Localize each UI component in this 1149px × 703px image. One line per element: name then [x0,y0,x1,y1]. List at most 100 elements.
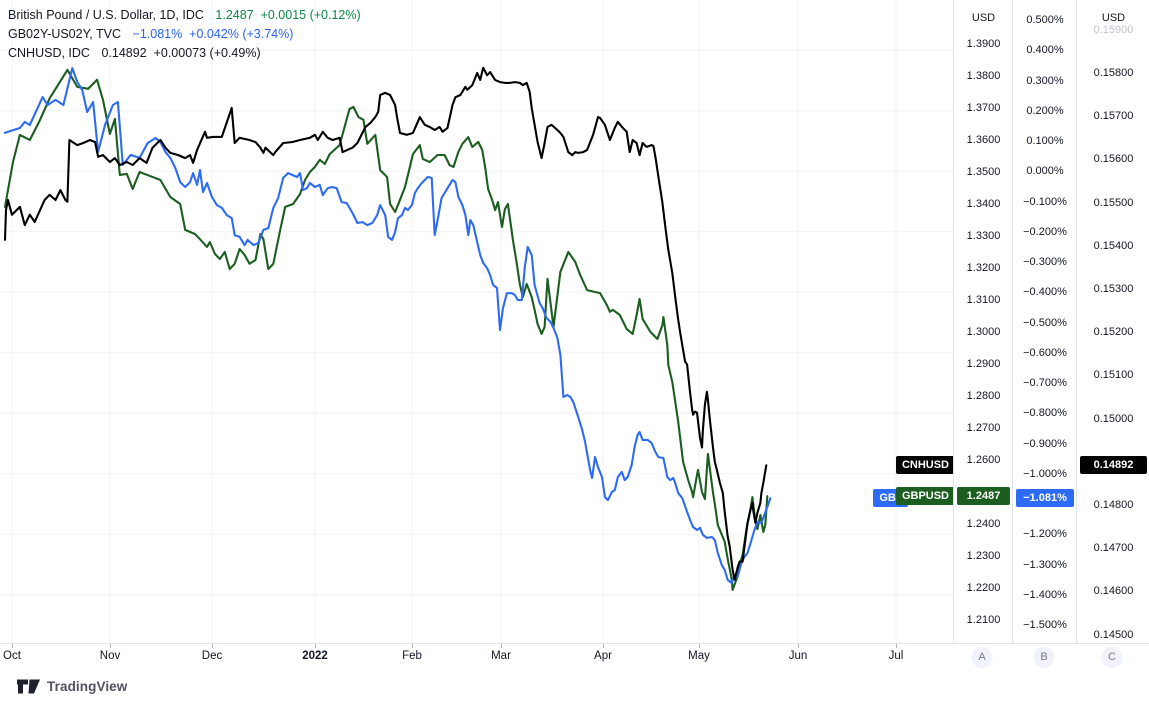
price-tick: 1.2800 [966,390,1001,402]
time-label-feb: Feb [402,650,422,662]
series-label-pill-gbpusd: GBPUSD [895,487,953,505]
price-tick: 1.3400 [966,198,1001,210]
time-label-nov: Nov [99,650,121,662]
last-price-label: 0.14892 [1080,456,1147,474]
price-tick: 0.15500 [1093,197,1134,209]
price-tick: 1.3800 [966,70,1001,82]
time-tick-mark [315,644,316,648]
price-tick: 1.3200 [966,262,1001,274]
legend-symbol-title: GB02Y-US02Y, TVC [8,27,122,41]
price-tick: 0.14800 [1093,499,1134,511]
price-tick: 0.15200 [1093,326,1134,338]
price-scale-a[interactable]: USD 1.3900 1.3800 1.3700 1.3600 1.3500 1.3400… [953,0,1013,643]
price-tick: 1.3100 [966,294,1001,306]
price-tick: 0.15800 [1093,67,1134,79]
price-scale-a-currency-label: USD [971,12,996,24]
time-tick-mark [896,644,897,648]
chart-legend: British Pound / U.S. Dollar, 1D, IDC 1.2… [8,6,361,63]
chart-canvas [0,0,953,643]
scale-button-b[interactable]: B [1033,647,1055,668]
price-tick: 0.500% [1026,14,1064,26]
price-tick: −0.300% [1023,256,1067,268]
price-scale-c-currency-label: USD [1101,12,1126,24]
time-tick-mark [603,644,604,648]
time-label-dec: Dec [201,650,223,662]
time-label-mar: Mar [491,650,511,662]
series-line-gb02y-us02y[interactable] [3,67,772,585]
time-tick-mark [699,644,700,648]
price-tick: 1.2200 [966,582,1001,594]
tradingview-logo[interactable]: TradingView [17,679,127,694]
time-label-oct: Oct [3,650,21,662]
price-tick: −1.500% [1023,619,1067,631]
time-tick-mark [12,644,13,648]
tradingview-logo-text: TradingView [47,679,128,694]
price-tick: 1.2100 [966,614,1001,626]
price-tick: 1.3300 [966,230,1001,242]
price-tick: 1.2700 [966,422,1001,434]
series-line-cnhusd[interactable] [3,66,768,581]
price-tick: −0.200% [1023,226,1067,238]
series-label-pill-cnhusd: CNHUSD [895,456,953,474]
series-line-gbpusd[interactable] [3,68,769,591]
scale-button-a[interactable]: A [971,647,993,668]
time-tick-mark [110,644,111,648]
legend-row-gb02y-us02y[interactable]: GB02Y-US02Y, TVC −1.081% +0.042% (+3.74%… [8,25,361,44]
price-tick: −0.700% [1023,377,1067,389]
time-label-2022: 2022 [302,650,328,662]
legend-row-cnhusd[interactable]: CNHUSD, IDC 0.14892 +0.00073 (+0.49%) [8,44,361,63]
price-tick-faded: 0.15900 [1093,24,1134,36]
price-tick: 0.14500 [1093,629,1134,641]
legend-values: 0.14892 +0.00073 (+0.49%) [101,46,261,60]
price-tick: 1.2400 [966,518,1001,530]
time-tick-mark [798,644,799,648]
price-tick: 0.15400 [1093,240,1134,252]
price-tick: 0.15700 [1093,110,1134,122]
time-axis[interactable]: Oct Nov Dec 2022 Feb Mar Apr May Jun Jul A B C [0,643,1149,672]
price-tick: −1.300% [1023,559,1067,571]
legend-values: −1.081% +0.042% (+3.74%) [132,27,294,41]
price-tick: 0.15300 [1093,283,1134,295]
legend-values: 1.2487 +0.0015 (+0.12%) [215,8,361,22]
legend-symbol-title: British Pound / U.S. Dollar, 1D, IDC [8,8,204,22]
price-scale-b[interactable]: 0.500% 0.400% 0.300% 0.200% 0.100% 0.000% −0.1… [1012,0,1077,643]
price-tick: −1.000% [1023,468,1067,480]
price-tick: −0.600% [1023,347,1067,359]
price-tick: −0.900% [1023,438,1067,450]
price-tick: −0.100% [1023,196,1067,208]
time-label-jun: Jun [788,650,808,662]
price-tick: 1.3900 [966,38,1001,50]
time-label-apr: Apr [594,650,612,662]
price-tick: 1.3600 [966,134,1001,146]
price-tick: −1.200% [1023,528,1067,540]
price-tick: 1.3000 [966,326,1001,338]
chart-plot-area[interactable]: British Pound / U.S. Dollar, 1D, IDC 1.2… [0,0,953,643]
price-tick: 0.300% [1026,75,1064,87]
price-tick: 1.3700 [966,102,1001,114]
scale-button-c[interactable]: C [1101,647,1123,668]
price-tick: 0.15600 [1093,153,1134,165]
price-tick: 0.15100 [1093,369,1134,381]
last-price-label: −1.081% [1016,489,1074,507]
price-tick: −0.400% [1023,286,1067,298]
price-tick: −0.800% [1023,407,1067,419]
legend-symbol-title: CNHUSD, IDC [8,46,90,60]
price-tick: 1.2900 [966,358,1001,370]
price-tick: 0.400% [1026,44,1064,56]
price-tick: 1.2600 [966,454,1001,466]
time-tick-mark [501,644,502,648]
price-tick: −0.500% [1023,317,1067,329]
footer: TradingView [0,671,1149,703]
legend-row-gbpusd[interactable]: British Pound / U.S. Dollar, 1D, IDC 1.2… [8,6,361,25]
time-label-may: May [688,650,710,662]
time-tick-mark [412,644,413,648]
price-tick: 0.14600 [1093,585,1134,597]
price-tick: 0.000% [1026,165,1064,177]
tradingview-logo-icon [17,679,40,694]
last-price-label: 1.2487 [957,487,1010,505]
price-tick: 0.15000 [1093,413,1134,425]
price-tick: 1.2300 [966,550,1001,562]
price-tick: 0.100% [1026,135,1064,147]
price-scale-c[interactable]: USD 0.15800 0.15700 0.15600 0.15500 0.15400 0… [1076,0,1149,643]
